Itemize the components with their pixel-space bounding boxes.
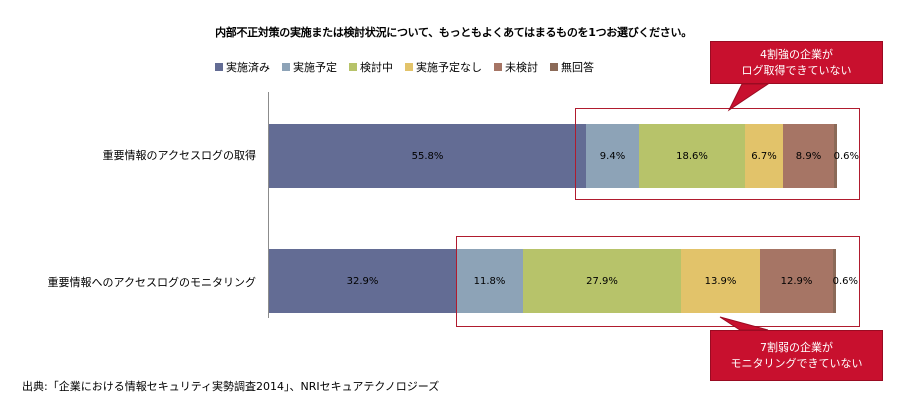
legend-item-1: 実施予定 — [282, 59, 337, 75]
legend-label: 未検討 — [505, 61, 538, 74]
legend-swatch — [282, 63, 290, 71]
data-label: 12.9% — [780, 275, 813, 287]
bar-segment: 6.7% — [745, 124, 783, 188]
category-label-log-acquisition: 重要情報のアクセスログの取得 — [102, 149, 256, 162]
callout-monitoring: 7割弱の企業が モニタリングできていない — [710, 330, 883, 381]
legend-item-2: 検討中 — [349, 59, 393, 75]
bar-segment: 55.8% — [269, 124, 586, 188]
legend-swatch — [215, 63, 223, 71]
bar-segment: 32.9% — [269, 249, 456, 313]
legend-label: 無回答 — [561, 61, 594, 74]
chart-title: 内部不正対策の実施または検討状況について、もっともよくあてはまるものを1つお選び… — [215, 26, 692, 39]
legend-label: 実施済み — [226, 61, 270, 74]
stacked-bar-log-monitoring: 32.9% 11.8% 27.9% 13.9% 12.9% 0.6% — [269, 249, 858, 313]
legend: 実施済み 実施予定 検討中 実施予定なし 未検討 無回答 — [215, 60, 594, 74]
data-label: 8.9% — [795, 150, 822, 162]
data-label: 13.9% — [704, 275, 737, 287]
data-label: 9.4% — [599, 150, 626, 162]
legend-swatch — [405, 63, 413, 71]
bar-segment: 13.9% — [681, 249, 760, 313]
data-label: 11.8% — [473, 275, 506, 287]
bar-segment: 8.9% — [783, 124, 834, 188]
bar-segment: 9.4% — [586, 124, 639, 188]
callout-acquisition-line1: 4割強の企業が — [760, 47, 833, 61]
data-label: 18.6% — [676, 150, 708, 162]
legend-swatch — [550, 63, 558, 71]
data-label: 0.6% — [832, 275, 858, 287]
data-label: 32.9% — [346, 275, 379, 287]
legend-item-3: 実施予定なし — [405, 59, 482, 75]
bar-segment: 0.6% — [833, 249, 858, 313]
legend-item-4: 未検討 — [494, 59, 538, 75]
callout-acquisition-line2: ログ取得できていない — [741, 63, 852, 77]
category-axis — [268, 92, 269, 318]
legend-label: 検討中 — [360, 61, 393, 74]
bar-segment: 27.9% — [523, 249, 681, 313]
data-label: 27.9% — [586, 275, 618, 287]
legend-swatch — [494, 63, 502, 71]
data-label: 6.7% — [751, 150, 777, 162]
bar-segment: 18.6% — [639, 124, 745, 188]
highlight-box-monitoring — [456, 236, 860, 327]
legend-swatch — [349, 63, 357, 71]
bar-segment: 11.8% — [456, 249, 523, 313]
highlight-box-acquisition — [575, 108, 860, 200]
legend-label: 実施予定なし — [416, 61, 482, 74]
bar-segment: 0.6% — [834, 124, 859, 188]
bar-segment: 12.9% — [760, 249, 833, 313]
callout-acquisition: 4割強の企業が ログ取得できていない — [710, 41, 883, 84]
callout-monitoring-line2: モニタリングできていない — [730, 356, 863, 370]
source-note: 出典:「企業における情報セキュリティ実勢調査2014」、NRIセキュアテクノロジ… — [22, 380, 440, 393]
data-label: 55.8% — [411, 150, 444, 162]
legend-label: 実施予定 — [293, 61, 337, 74]
legend-item-5: 無回答 — [550, 59, 594, 75]
category-label-log-monitoring: 重要情報へのアクセスログのモニタリング — [47, 276, 256, 289]
stacked-bar-log-acquisition: 55.8% 9.4% 18.6% 6.7% 8.9% 0.6% — [269, 124, 859, 188]
legend-item-0: 実施済み — [215, 59, 270, 75]
callout-monitoring-line1: 7割弱の企業が — [760, 340, 833, 354]
data-label: 0.6% — [833, 150, 859, 162]
